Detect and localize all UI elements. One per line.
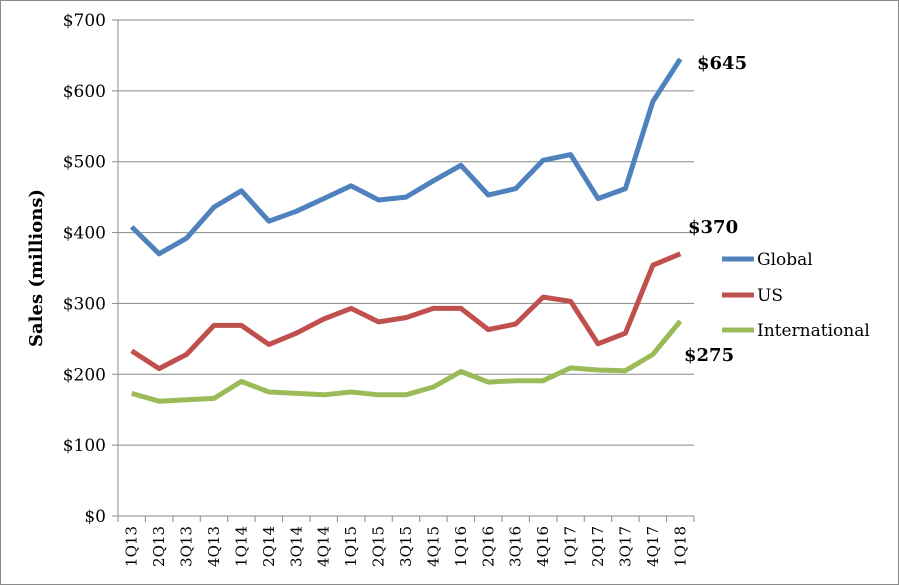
- series-line-global: [129, 57, 683, 257]
- x-tick-label: 4Q17: [644, 526, 662, 567]
- series-lines: [129, 57, 683, 404]
- x-tick-label: 4Q16: [534, 526, 552, 567]
- x-tick-label: 2Q13: [150, 526, 168, 567]
- x-tick-label: 4Q13: [205, 526, 223, 567]
- legend-label: International: [757, 321, 870, 341]
- x-tick-label: 1Q18: [671, 526, 689, 567]
- y-tick-label: $700: [63, 11, 106, 31]
- y-tick-label: $600: [63, 82, 106, 102]
- x-tick-label: 3Q15: [397, 526, 415, 567]
- x-tick-label: 1Q16: [452, 526, 470, 567]
- x-tick-label: 2Q14: [260, 526, 278, 567]
- x-tick-label: 3Q17: [616, 526, 634, 567]
- y-tick-label: $100: [63, 436, 106, 456]
- x-tick-label: 3Q13: [178, 526, 196, 567]
- y-tick-label: $300: [63, 294, 106, 314]
- x-tick-label: 1Q14: [232, 526, 250, 567]
- y-tick-label: $500: [63, 153, 106, 173]
- gridlines: [118, 19, 694, 446]
- x-tick-label: 1Q17: [562, 526, 580, 567]
- y-tick-label: $400: [63, 224, 106, 244]
- x-tick-label: 2Q16: [479, 526, 497, 567]
- x-tick-label: 1Q15: [342, 526, 360, 567]
- x-axis-tick-labels: 1Q13 2Q13 3Q13 4Q13 1Q14 2Q14 3Q14 4Q14 1Q15 2Q15…: [117, 516, 695, 567]
- x-tick-label: 4Q14: [315, 526, 333, 567]
- x-tick-label: 4Q15: [424, 526, 442, 567]
- legend-label: US: [757, 286, 783, 306]
- value-annotations: $645 $370 $275: [684, 53, 747, 366]
- value-annotation: $645: [697, 53, 747, 74]
- y-tick-label: $200: [63, 365, 106, 385]
- x-tick-label: 3Q16: [507, 526, 525, 567]
- legend-label: Global: [757, 250, 813, 270]
- series-line-international: [131, 319, 683, 404]
- value-annotation: $275: [684, 345, 734, 366]
- series-line-us: [130, 251, 682, 372]
- x-tick-label: 1Q13: [123, 526, 141, 567]
- y-tick-label: $0: [84, 507, 106, 527]
- x-tick-label: 2Q15: [370, 526, 388, 567]
- y-axis-tick-labels: $0 $100 $200 $300 $400 $500 $600 $700: [63, 11, 118, 527]
- legend: Global US International: [722, 250, 870, 341]
- x-tick-label: 3Q14: [287, 526, 305, 567]
- y-axis-title: Sales (millions): [26, 189, 47, 347]
- x-tick-label: 2Q17: [589, 526, 607, 567]
- value-annotation: $370: [688, 217, 738, 238]
